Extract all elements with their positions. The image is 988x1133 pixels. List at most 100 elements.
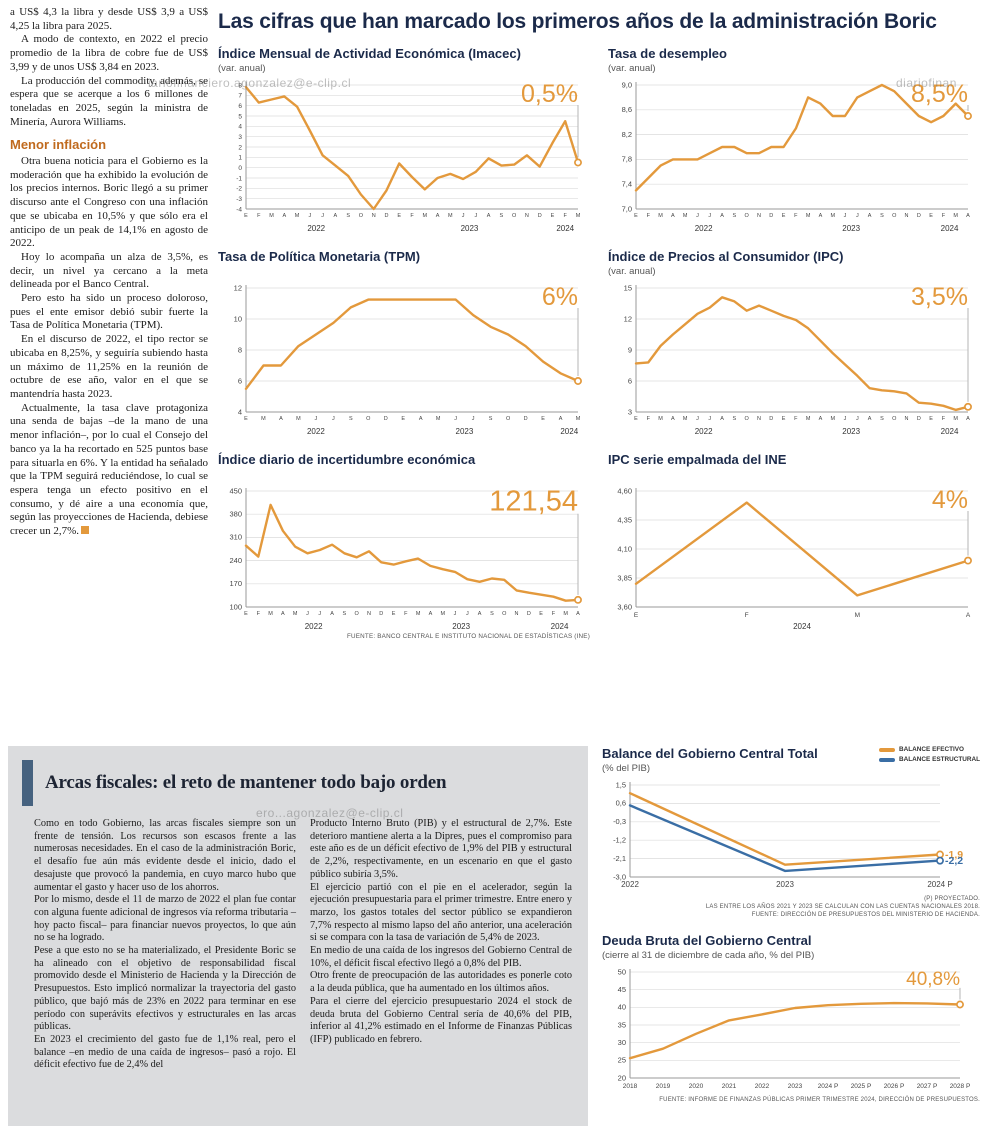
- svg-text:F: F: [552, 611, 556, 617]
- chart-subtitle: (% del PIB): [602, 763, 651, 774]
- chart-title: Índice Mensual de Actividad Económica (I…: [218, 46, 521, 61]
- svg-text:S: S: [733, 213, 737, 219]
- fiscal-section: Arcas fiscales: el reto de mantener todo…: [8, 746, 588, 1126]
- svg-text:M: M: [422, 213, 427, 219]
- svg-text:6: 6: [238, 103, 242, 110]
- svg-text:J: J: [308, 213, 311, 219]
- svg-text:O: O: [892, 213, 897, 219]
- svg-text:A: A: [868, 416, 872, 422]
- deuda-big-value: 40,8%: [906, 969, 960, 990]
- svg-text:E: E: [397, 213, 401, 219]
- svg-text:N: N: [367, 611, 371, 617]
- svg-text:1,5: 1,5: [616, 780, 626, 789]
- ipc-empalmada-line-0: [634, 501, 970, 597]
- svg-text:40: 40: [618, 1003, 626, 1012]
- svg-text:D: D: [524, 416, 528, 422]
- svg-text:2023: 2023: [452, 622, 470, 631]
- chart-incertidumbre: Índice diario de incertidumbre económica…: [218, 452, 590, 640]
- svg-text:D: D: [769, 213, 773, 219]
- svg-text:2024 P: 2024 P: [818, 1083, 839, 1090]
- svg-text:2021: 2021: [722, 1083, 737, 1090]
- svg-text:J: J: [321, 213, 324, 219]
- svg-text:N: N: [905, 416, 909, 422]
- svg-text:A: A: [671, 416, 675, 422]
- svg-text:A: A: [436, 213, 440, 219]
- svg-text:A: A: [487, 213, 491, 219]
- svg-text:2019: 2019: [656, 1083, 671, 1090]
- svg-text:M: M: [436, 416, 441, 422]
- svg-text:M: M: [576, 213, 581, 219]
- svg-text:M: M: [293, 611, 298, 617]
- svg-text:J: J: [696, 416, 699, 422]
- chart-deuda: Deuda Bruta del Gobierno Central (cierre…: [602, 933, 980, 1104]
- legend-label: BALANCE EFECTIVO: [899, 746, 965, 753]
- article-end-marker-icon: [81, 526, 90, 535]
- chart-ipc-empalmada: IPC serie empalmada del INE 4,60 4,35 4,10…: [608, 452, 980, 640]
- svg-text:8: 8: [238, 82, 242, 89]
- svg-text:2024: 2024: [551, 622, 569, 631]
- svg-text:O: O: [506, 416, 511, 422]
- imacec-line-0: [244, 85, 580, 211]
- balance-end-label-0: -1,9: [945, 849, 963, 861]
- incertidumbre-end-marker-0: [574, 595, 582, 604]
- svg-text:J: J: [844, 416, 847, 422]
- svg-text:2022: 2022: [307, 427, 325, 436]
- svg-text:M: M: [416, 611, 421, 617]
- charts-source-note: FUENTE: BANCO CENTRAL E INSTITUTO NACION…: [346, 633, 590, 640]
- chart-subtitle: (var. anual): [608, 266, 656, 277]
- left-article-column: a US$ 4,3 la libra y desde US$ 3,9 a US$…: [10, 6, 208, 539]
- svg-text:S: S: [489, 416, 493, 422]
- svg-text:E: E: [541, 416, 545, 422]
- svg-text:S: S: [880, 213, 884, 219]
- svg-text:2022: 2022: [307, 224, 325, 233]
- svg-text:2022: 2022: [755, 1083, 770, 1090]
- balance-line-0: [628, 792, 942, 866]
- svg-text:100: 100: [229, 602, 242, 611]
- svg-text:M: M: [440, 611, 445, 617]
- fiscal-paragraph: Como en todo Gobierno, las arcas fiscale…: [34, 818, 296, 893]
- svg-text:M: M: [269, 213, 274, 219]
- balance-end-marker-0: [936, 850, 944, 859]
- svg-text:A: A: [819, 213, 823, 219]
- charts-grid: Índice Mensual de Actividad Económica (I…: [218, 46, 980, 640]
- svg-text:E: E: [782, 416, 786, 422]
- article-paragraph: a US$ 4,3 la libra y desde US$ 3,9 a US$…: [10, 6, 208, 32]
- svg-text:O: O: [512, 213, 517, 219]
- svg-text:O: O: [892, 416, 897, 422]
- chart-subtitle: (var. anual): [218, 63, 266, 74]
- ipc-empalmada-big-value: 4%: [932, 486, 968, 514]
- svg-text:A: A: [330, 611, 334, 617]
- svg-text:2: 2: [238, 144, 242, 151]
- legend-item-efectivo: BALANCE EFECTIVO: [879, 746, 980, 753]
- svg-text:J: J: [856, 416, 859, 422]
- fiscal-columns: Como en todo Gobierno, las arcas fiscale…: [8, 810, 588, 1072]
- svg-text:12: 12: [234, 283, 242, 292]
- chart-subtitle: [218, 266, 590, 278]
- svg-text:O: O: [359, 213, 364, 219]
- svg-text:A: A: [966, 416, 970, 422]
- svg-text:J: J: [856, 213, 859, 219]
- chart-title: Deuda Bruta del Gobierno Central: [602, 933, 812, 948]
- svg-text:N: N: [757, 213, 761, 219]
- svg-text:310: 310: [229, 533, 242, 542]
- svg-text:M: M: [576, 416, 581, 422]
- svg-text:2022: 2022: [305, 622, 323, 631]
- svg-text:A: A: [819, 416, 823, 422]
- chart-note: FUENTE: DIRECCIÓN DE PRESUPUESTOS DEL MI…: [751, 912, 980, 918]
- svg-text:2023: 2023: [456, 427, 474, 436]
- article-paragraph: La producción del commodity, además, se …: [10, 74, 208, 128]
- svg-text:J: J: [315, 416, 318, 422]
- chart-subtitle: [218, 469, 590, 481]
- svg-text:-3,0: -3,0: [613, 872, 626, 881]
- svg-text:A: A: [478, 611, 482, 617]
- svg-text:A: A: [868, 213, 872, 219]
- chart-desempleo: Tasa de desempleo (var. anual) 9,0 8,6 8,2…: [608, 46, 980, 233]
- chart-imacec: Índice Mensual de Actividad Económica (I…: [218, 46, 590, 233]
- svg-text:2024: 2024: [941, 224, 959, 233]
- svg-text:J: J: [844, 213, 847, 219]
- svg-text:A: A: [282, 213, 286, 219]
- svg-text:F: F: [794, 416, 798, 422]
- balance-end-marker-1: [936, 856, 944, 865]
- svg-text:2022: 2022: [695, 224, 713, 233]
